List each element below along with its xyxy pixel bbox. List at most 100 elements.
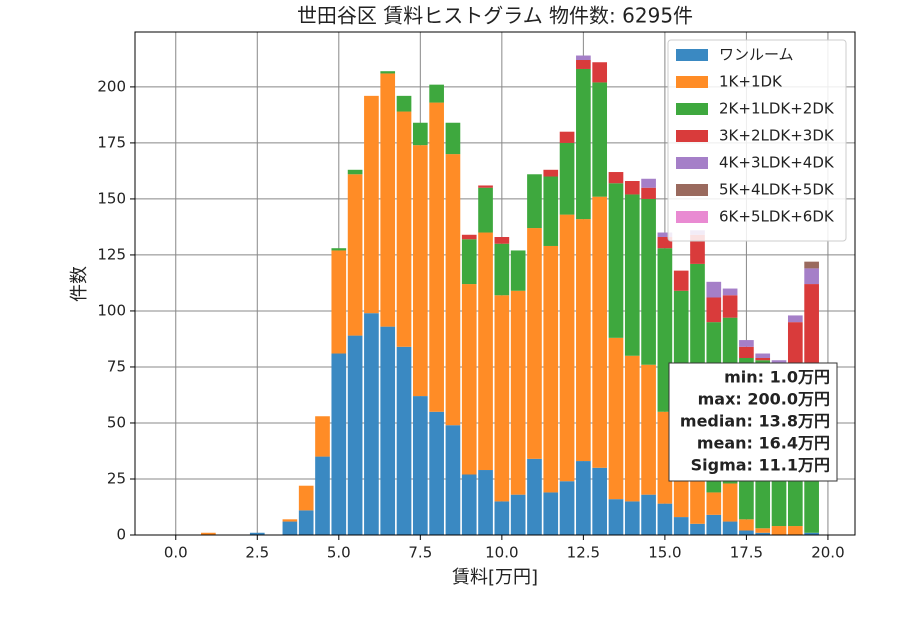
bar: [510, 250, 526, 291]
bar: [429, 411, 444, 535]
bar: [478, 185, 493, 188]
bar: [755, 528, 771, 533]
legend-label: ワンルーム: [719, 46, 794, 64]
legend-label: 4K+3LDK+4DK: [719, 154, 835, 172]
stats-line: Sigma: 11.1万円: [691, 456, 830, 475]
x-tick-label: 10.0: [485, 544, 518, 562]
bar: [559, 481, 575, 535]
y-tick-label: 100: [97, 301, 126, 319]
legend-label: 6K+5LDK+6DK: [719, 208, 835, 226]
x-tick-label: 20.0: [811, 544, 844, 562]
bar: [364, 313, 379, 535]
bar: [624, 501, 640, 535]
bar: [347, 169, 363, 175]
bar: [331, 250, 347, 354]
y-axis-label: 件数: [69, 266, 90, 302]
bar: [298, 510, 314, 535]
legend-swatch: [676, 76, 708, 88]
y-tick-label: 75: [107, 357, 126, 375]
bar: [804, 261, 819, 269]
bar: [755, 357, 771, 361]
x-tick-label: 2.5: [245, 544, 269, 562]
y-tick-label: 200: [97, 77, 126, 95]
bar: [494, 295, 510, 502]
bar: [396, 111, 412, 347]
y-tick-label: 25: [107, 469, 126, 487]
bar: [592, 196, 608, 468]
bar: [201, 532, 216, 535]
bar: [592, 82, 608, 197]
bar: [722, 521, 738, 535]
bar: [641, 178, 656, 188]
bar: [380, 73, 396, 327]
bar: [510, 494, 526, 535]
bar: [722, 288, 738, 296]
bar: [494, 501, 510, 535]
bar: [739, 530, 754, 535]
bar: [396, 346, 412, 535]
stats-frame: [668, 362, 838, 482]
legend: ワンルーム 1K+1DK 2K+1LDK+2DK 3K+2LDK+3DK 4K+3LDK…: [667, 39, 847, 242]
stats-line: median: 13.8万円: [680, 412, 830, 431]
bar: [657, 237, 673, 249]
bar: [722, 295, 738, 318]
bar: [478, 232, 493, 471]
x-tick-label: 15.0: [648, 544, 681, 562]
x-tick-label: 0.0: [164, 544, 188, 562]
bar: [576, 461, 591, 535]
bar: [527, 228, 542, 459]
bar: [673, 472, 689, 518]
stats-line: min: 1.0万円: [724, 368, 830, 387]
bar: [706, 514, 722, 535]
bar: [804, 284, 819, 374]
bar: [641, 364, 656, 495]
bar: [787, 315, 803, 323]
bar: [543, 169, 559, 177]
bar: [461, 284, 477, 475]
bar: [706, 281, 722, 298]
legend-label: 5K+4LDK+5DK: [719, 181, 835, 199]
plot-frame: [134, 31, 856, 536]
bar: [396, 95, 412, 112]
bar: [673, 270, 689, 291]
bar: [771, 360, 787, 363]
bar: [673, 517, 689, 535]
bar: [755, 353, 771, 358]
legend-swatch: [676, 157, 708, 169]
bar: [429, 84, 444, 103]
stats-line: max: 200.0万円: [698, 390, 830, 409]
bar: [282, 519, 298, 522]
bar: [559, 142, 575, 215]
bar: [608, 499, 624, 535]
bar: [445, 122, 461, 155]
bar: [478, 470, 493, 535]
legend-label: 3K+2LDK+3DK: [719, 127, 835, 145]
bar: [624, 194, 640, 356]
legend-label: 2K+1LDK+2DK: [719, 100, 835, 118]
bar: [706, 297, 722, 323]
y-tick-label: 0: [116, 526, 126, 544]
legend-swatch: [676, 211, 708, 223]
bar: [494, 237, 510, 244]
bar: [249, 532, 265, 535]
bar: [608, 337, 624, 500]
bar: [543, 245, 559, 493]
bar: [576, 60, 591, 69]
legend-swatch: [676, 103, 708, 115]
x-tick-label: 7.5: [408, 544, 432, 562]
bar: [461, 239, 477, 285]
legend-label: 1K+1DK: [719, 73, 783, 91]
legend-box: [667, 39, 847, 242]
bar: [461, 234, 477, 240]
bar: [690, 523, 705, 535]
bar: [739, 519, 754, 531]
y-tick-label: 175: [97, 133, 126, 151]
bar: [429, 102, 444, 412]
bar: [364, 95, 379, 314]
bar: [576, 68, 591, 220]
bar: [412, 145, 428, 397]
bar: [576, 55, 591, 61]
bar: [722, 483, 738, 522]
bar: [657, 232, 673, 238]
